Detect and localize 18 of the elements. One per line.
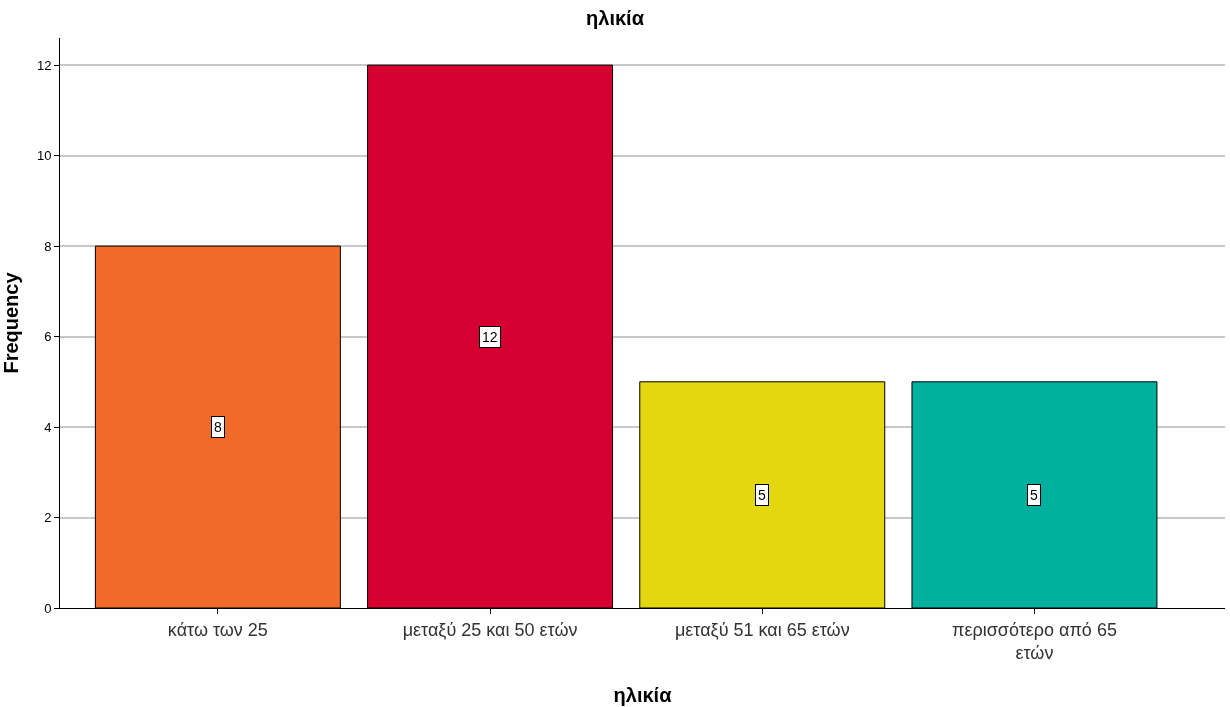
x-tick-label: μεταξύ 25 και 50 ετών [402, 619, 578, 640]
data-label: 5 [1030, 487, 1038, 503]
y-axis-title: Frequency [0, 271, 22, 374]
y-tick-label: 12 [36, 57, 52, 73]
data-label: 8 [214, 419, 222, 435]
x-axis-title: ηλικία [613, 683, 673, 706]
data-label: 5 [758, 487, 766, 503]
y-tick-label: 2 [44, 510, 52, 526]
x-tick-label: κάτω των 25 [167, 619, 268, 640]
chart-title: ηλικία [586, 6, 645, 29]
data-label: 12 [482, 329, 498, 345]
y-tick-label: 10 [36, 148, 52, 164]
x-tick-label: περισσότερο από 65 ετών [952, 619, 1117, 663]
y-tick-label: 0 [44, 600, 52, 616]
y-tick-label: 4 [44, 419, 52, 435]
y-tick-label: 8 [44, 238, 52, 254]
y-tick-label: 6 [44, 329, 52, 345]
x-tick-label: μεταξύ 51 και 65 ετών [674, 619, 850, 640]
